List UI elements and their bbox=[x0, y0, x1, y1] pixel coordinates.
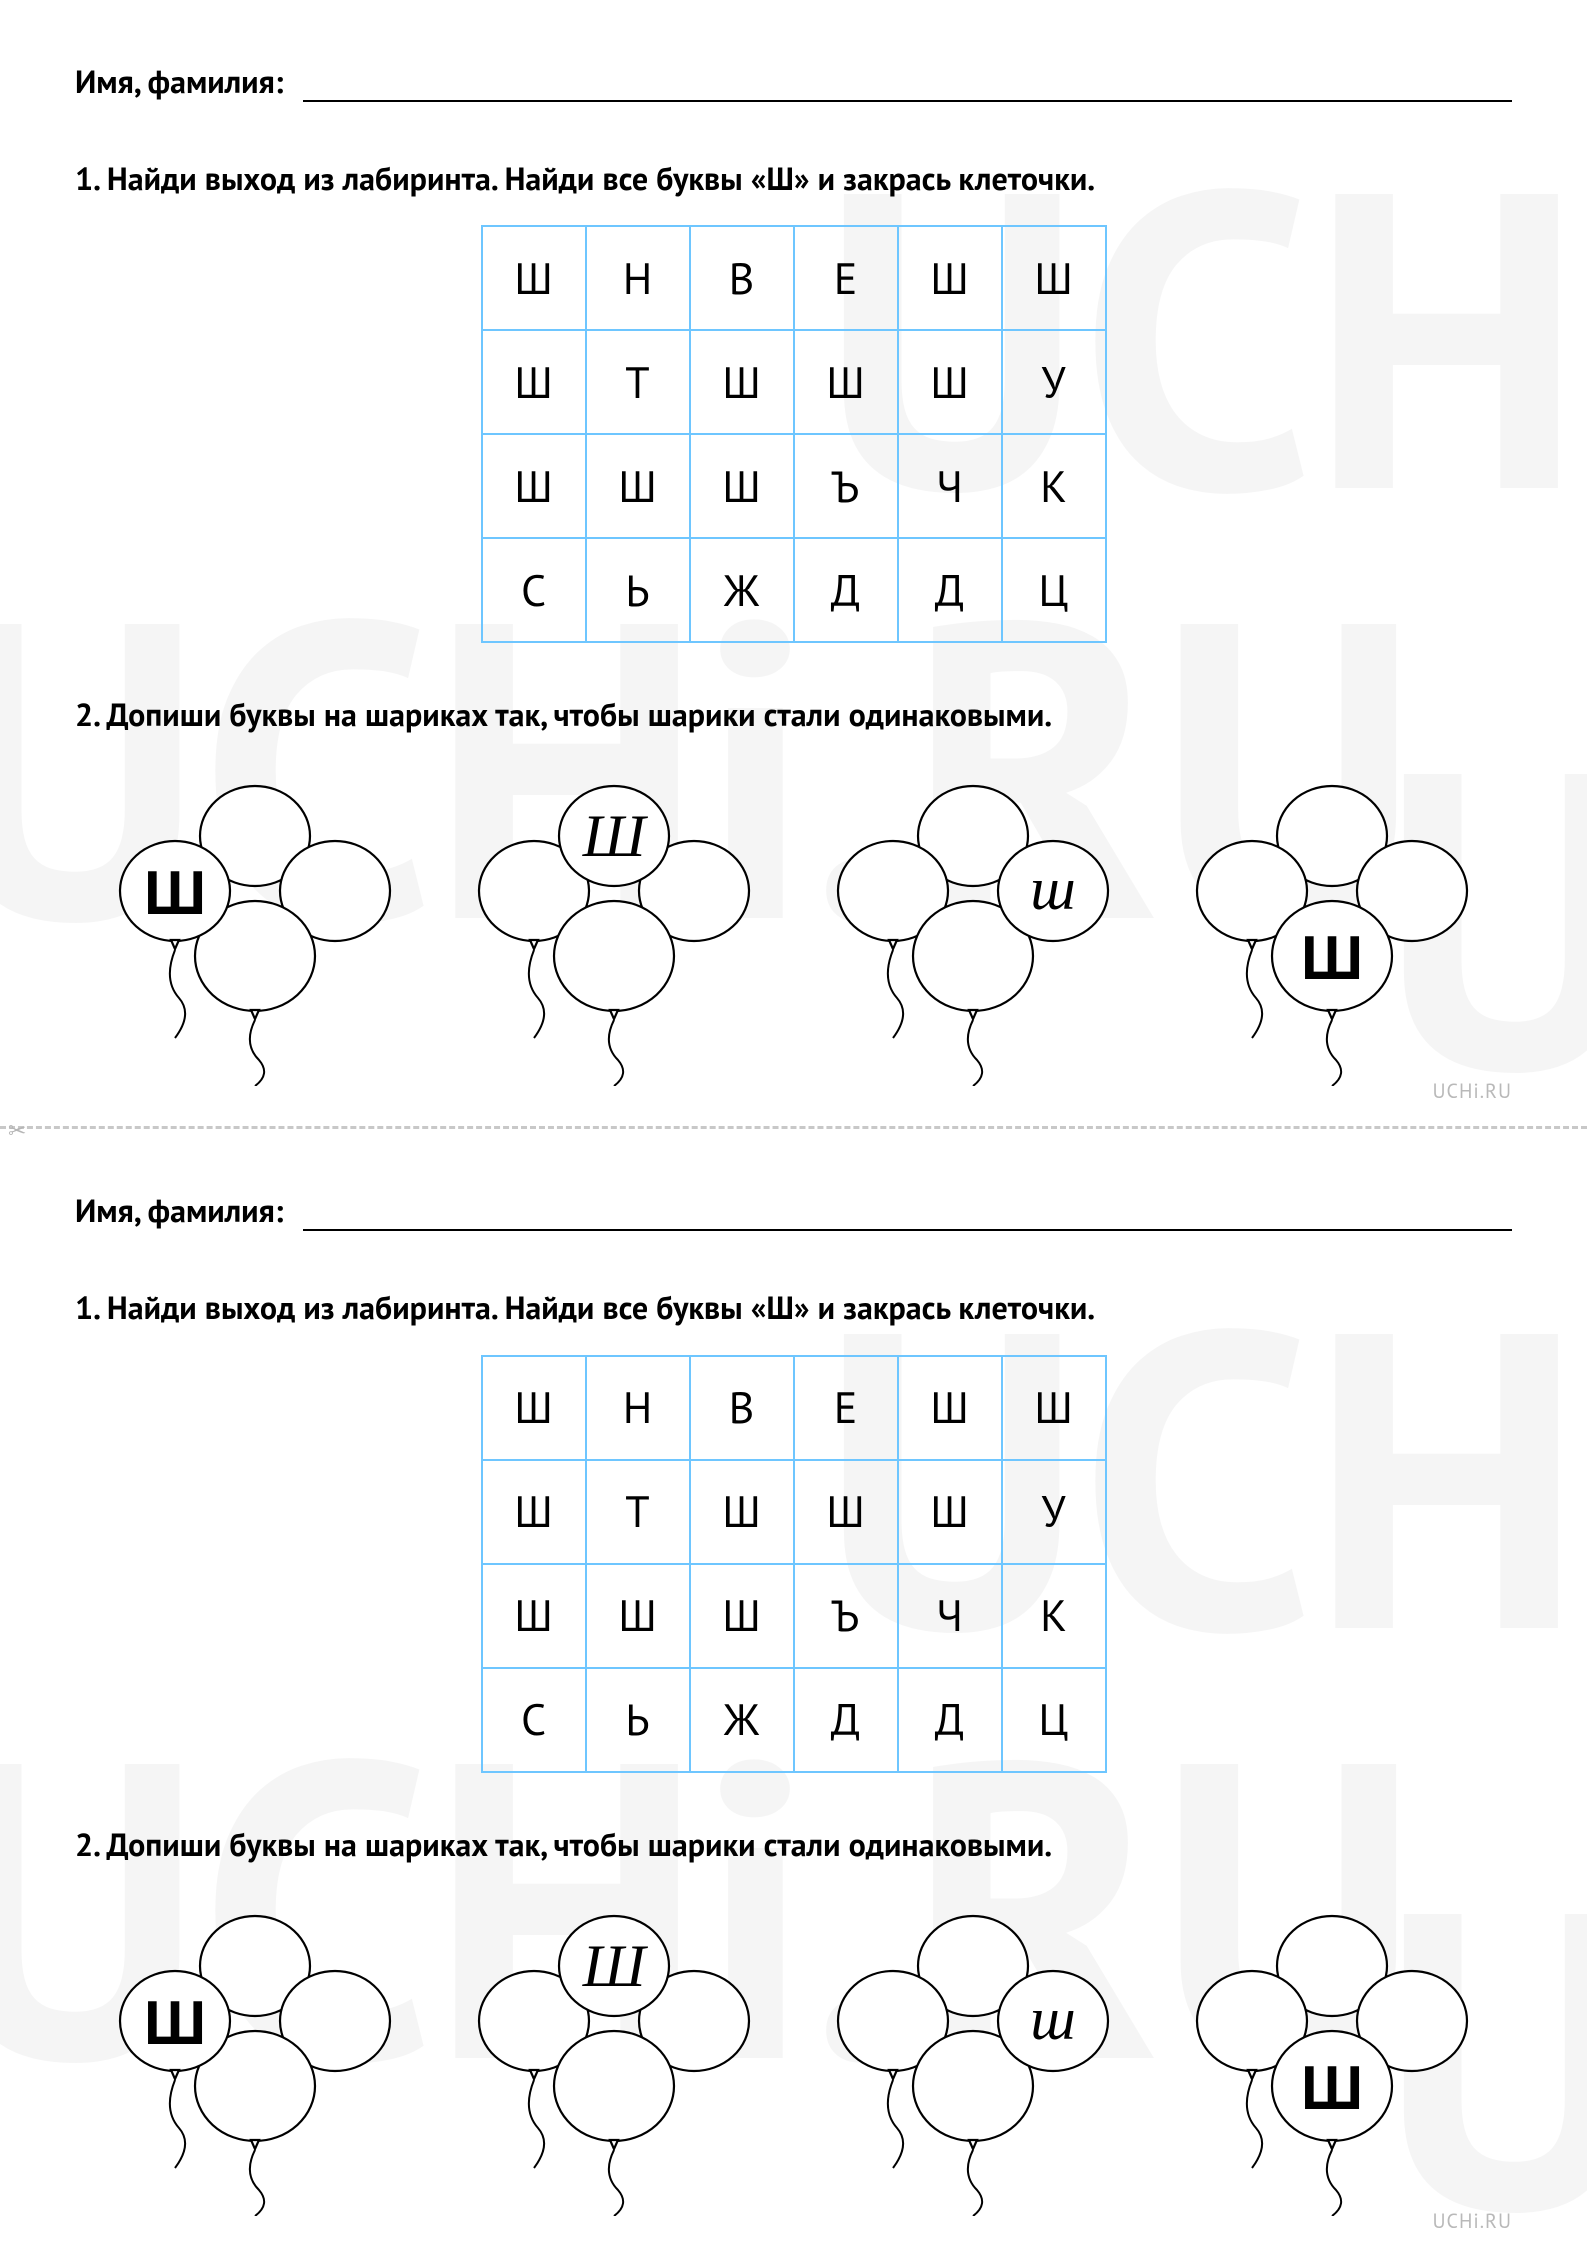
balloon-group[interactable]: Ш bbox=[434, 1906, 793, 2216]
balloon-group[interactable]: Ш bbox=[75, 1906, 434, 2216]
maze-cell[interactable]: Ь bbox=[586, 538, 690, 642]
maze-cell[interactable]: Ш bbox=[898, 1356, 1002, 1460]
balloon-letter-cursive: Ш bbox=[582, 803, 649, 869]
maze-cell[interactable]: Ш bbox=[1002, 226, 1106, 330]
task-1-prompt: 1. Найди выход из лабиринта. Найди все б… bbox=[75, 1286, 1512, 1329]
maze-cell[interactable]: Ш bbox=[482, 1564, 586, 1668]
maze-cell[interactable]: Ш bbox=[794, 1460, 898, 1564]
task-2-prompt: 2. Допиши буквы на шариках так, чтобы ша… bbox=[75, 1823, 1512, 1866]
maze-cell[interactable]: У bbox=[1002, 1460, 1106, 1564]
balloon-letter-cursive: Ш bbox=[582, 1933, 649, 1999]
worksheet-top-half: Имя, фамилия: 1. Найди выход из лабиринт… bbox=[0, 0, 1587, 1126]
balloon-letter-block: Ш bbox=[1301, 2054, 1363, 2123]
maze-cell[interactable]: Д bbox=[794, 1668, 898, 1772]
maze-cell[interactable]: Ш bbox=[586, 434, 690, 538]
maze-cell[interactable]: Ц bbox=[1002, 538, 1106, 642]
balloon-group[interactable]: Ш bbox=[1153, 776, 1512, 1086]
maze-cell[interactable]: Ш bbox=[482, 1356, 586, 1460]
maze-cell[interactable]: Ш bbox=[690, 1564, 794, 1668]
task-2-prompt: 2. Допиши буквы на шариках так, чтобы ша… bbox=[75, 693, 1512, 736]
maze-cell[interactable]: Ъ bbox=[794, 1564, 898, 1668]
balloon-letter-block: Ш bbox=[1301, 924, 1363, 993]
maze-cell[interactable]: Н bbox=[586, 226, 690, 330]
maze-cell[interactable]: Ж bbox=[690, 1668, 794, 1772]
maze-cell[interactable]: Д bbox=[898, 538, 1002, 642]
maze-cell[interactable]: Ш bbox=[586, 1564, 690, 1668]
balloons-row: Ш Ш bbox=[75, 1891, 1512, 2226]
maze-cell[interactable]: Ъ bbox=[794, 434, 898, 538]
attribution-label: UCHi.RU bbox=[1433, 2208, 1512, 2234]
letter-maze-grid[interactable]: Ш Н В Е Ш Ш Ш Т Ш Ш Ш У Ш Ш Ш Ъ Ч К bbox=[481, 225, 1107, 643]
name-label: Имя, фамилия: bbox=[75, 1189, 283, 1231]
balloon-letter-cursive: ш bbox=[1030, 1986, 1075, 2052]
balloon-group[interactable]: ш bbox=[794, 776, 1153, 1086]
balloon-group[interactable]: Ш bbox=[434, 776, 793, 1086]
name-field-row: Имя, фамилия: bbox=[75, 1189, 1512, 1231]
task-2-text: Допиши буквы на шариках так, чтобы шарик… bbox=[107, 1823, 1053, 1865]
maze-cell[interactable]: Ш bbox=[482, 434, 586, 538]
task-1-number: 1. bbox=[75, 1286, 99, 1328]
maze-cell[interactable]: Н bbox=[586, 1356, 690, 1460]
worksheet-bottom-half: Имя, фамилия: 1. Найди выход из лабиринт… bbox=[0, 1129, 1587, 2255]
balloon-letter-cursive: ш bbox=[1030, 856, 1075, 922]
task-2-number: 2. bbox=[75, 1823, 99, 1865]
task-1-prompt: 1. Найди выход из лабиринта. Найди все б… bbox=[75, 157, 1512, 200]
maze-cell[interactable]: К bbox=[1002, 434, 1106, 538]
maze-cell[interactable]: Ш bbox=[482, 330, 586, 434]
task-1-number: 1. bbox=[75, 157, 99, 199]
maze-cell[interactable]: Ч bbox=[898, 1564, 1002, 1668]
maze-cell[interactable]: Ш bbox=[898, 1460, 1002, 1564]
maze-cell[interactable]: Е bbox=[794, 226, 898, 330]
maze-cell[interactable]: У bbox=[1002, 330, 1106, 434]
task-1-text: Найди выход из лабиринта. Найди все букв… bbox=[107, 157, 1095, 199]
balloon-group[interactable]: Ш bbox=[75, 776, 434, 1086]
maze-cell[interactable]: Ш bbox=[690, 434, 794, 538]
task-2-number: 2. bbox=[75, 693, 99, 735]
maze-cell[interactable]: К bbox=[1002, 1564, 1106, 1668]
task-2-text: Допиши буквы на шариках так, чтобы шарик… bbox=[107, 693, 1053, 735]
maze-cell[interactable]: Ш bbox=[690, 330, 794, 434]
balloons-row: Ш Ш bbox=[75, 761, 1512, 1096]
maze-cell[interactable]: Т bbox=[586, 1460, 690, 1564]
task-2: 2. Допиши буквы на шариках так, чтобы ша… bbox=[75, 693, 1512, 736]
maze-cell[interactable]: Д bbox=[898, 1668, 1002, 1772]
maze-cell[interactable]: Д bbox=[794, 538, 898, 642]
letter-maze-grid[interactable]: Ш Н В Е Ш Ш Ш Т Ш Ш Ш У Ш Ш Ш Ъ Ч К bbox=[481, 1355, 1107, 1773]
name-label: Имя, фамилия: bbox=[75, 60, 283, 102]
maze-cell[interactable]: В bbox=[690, 226, 794, 330]
name-field-row: Имя, фамилия: bbox=[75, 60, 1512, 102]
maze-cell[interactable]: Ш bbox=[690, 1460, 794, 1564]
maze-cell[interactable]: Ш bbox=[794, 330, 898, 434]
name-input-line[interactable] bbox=[303, 1201, 1512, 1231]
maze-cell[interactable]: Ь bbox=[586, 1668, 690, 1772]
maze-cell[interactable]: С bbox=[482, 538, 586, 642]
balloon-letter-block: Ш bbox=[143, 1989, 205, 2058]
maze-cell[interactable]: В bbox=[690, 1356, 794, 1460]
maze-cell[interactable]: Ш bbox=[1002, 1356, 1106, 1460]
task-2: 2. Допиши буквы на шариках так, чтобы ша… bbox=[75, 1823, 1512, 1866]
maze-cell[interactable]: Ч bbox=[898, 434, 1002, 538]
task-1: 1. Найди выход из лабиринта. Найди все б… bbox=[75, 1286, 1512, 1329]
maze-cell[interactable]: Е bbox=[794, 1356, 898, 1460]
balloon-group[interactable]: Ш bbox=[1153, 1906, 1512, 2216]
name-input-line[interactable] bbox=[303, 72, 1512, 102]
maze-cell[interactable]: Ш bbox=[898, 330, 1002, 434]
task-1-text: Найди выход из лабиринта. Найди все букв… bbox=[107, 1286, 1095, 1328]
task-1: 1. Найди выход из лабиринта. Найди все б… bbox=[75, 157, 1512, 200]
balloon-letter-block: Ш bbox=[143, 859, 205, 928]
maze-cell[interactable]: Ж bbox=[690, 538, 794, 642]
attribution-label: UCHi.RU bbox=[1433, 1078, 1512, 1104]
maze-cell[interactable]: С bbox=[482, 1668, 586, 1772]
maze-cell[interactable]: Ц bbox=[1002, 1668, 1106, 1772]
worksheet-page: UCHi.RU UCHi.RU U UCHi.RU UCHi.RU U Имя,… bbox=[0, 0, 1587, 2256]
maze-cell[interactable]: Ш bbox=[482, 1460, 586, 1564]
balloon-group[interactable]: ш bbox=[794, 1906, 1153, 2216]
maze-cell[interactable]: Ш bbox=[898, 226, 1002, 330]
maze-cell[interactable]: Ш bbox=[482, 226, 586, 330]
maze-cell[interactable]: Т bbox=[586, 330, 690, 434]
